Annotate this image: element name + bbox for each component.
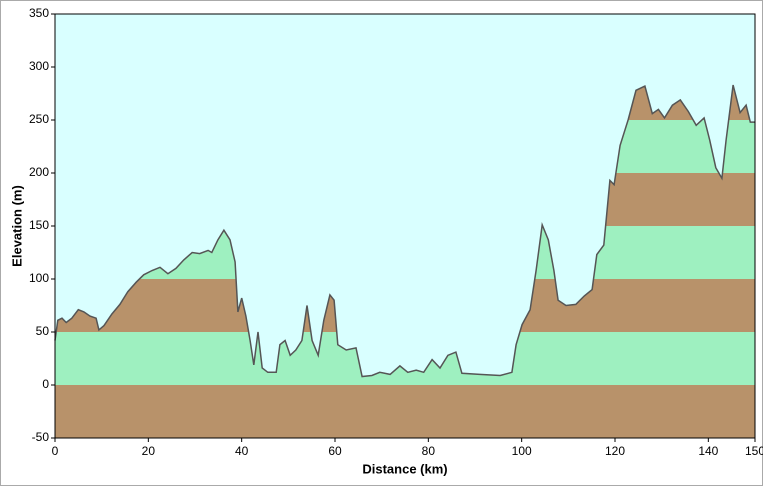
y-tick-label: 350 — [29, 6, 49, 20]
y-tick-label: -50 — [32, 430, 50, 444]
y-tick-label: 100 — [29, 271, 49, 285]
y-tick-label: 200 — [29, 165, 49, 179]
x-tick-label: 0 — [52, 444, 59, 458]
x-tick-label: 20 — [142, 444, 156, 458]
profile-line — [54, 84, 755, 378]
x-tick-label: 60 — [328, 444, 342, 458]
y-tick-label: 150 — [29, 218, 49, 232]
y-tick-label: 300 — [29, 59, 49, 73]
x-tick-label: 40 — [235, 444, 249, 458]
x-tick-label: 80 — [422, 444, 436, 458]
elevation-band — [55, 385, 755, 438]
x-tick-label: 150 — [745, 444, 763, 458]
x-tick-label: 140 — [698, 444, 718, 458]
x-tick-label: 100 — [512, 444, 532, 458]
x-tick-label: 120 — [605, 444, 625, 458]
y-tick-label: 0 — [42, 377, 49, 391]
x-axis-label: Distance (km) — [362, 461, 447, 476]
y-axis-label: Elevation (m) — [9, 185, 24, 267]
y-tick-label: 250 — [29, 112, 49, 126]
y-tick-label: 50 — [36, 324, 50, 338]
